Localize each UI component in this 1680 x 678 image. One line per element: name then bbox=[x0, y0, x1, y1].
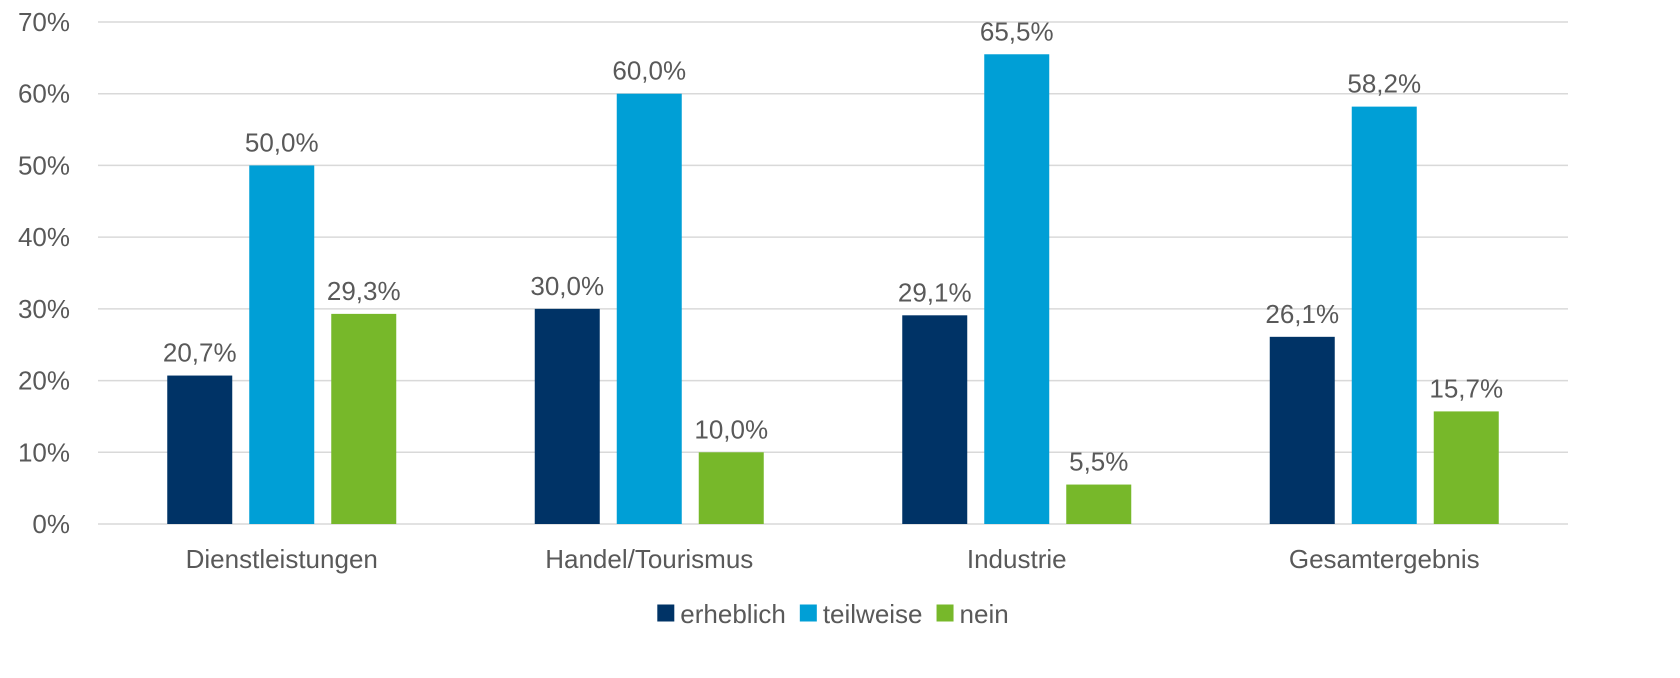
data-label-erheblich: 26,1% bbox=[1265, 299, 1339, 329]
y-tick-label: 10% bbox=[18, 437, 70, 467]
bar-teilweise-2 bbox=[984, 54, 1050, 525]
data-label-erheblich: 20,7% bbox=[163, 338, 237, 368]
data-label-nein: 5,5% bbox=[1069, 447, 1128, 477]
legend-swatch-teilweise bbox=[799, 604, 817, 622]
data-label-nein: 10,0% bbox=[694, 414, 768, 444]
legend-swatch-nein bbox=[936, 604, 954, 622]
bar-erheblich-3 bbox=[1269, 336, 1335, 524]
bars-layer bbox=[167, 54, 1499, 525]
bar-teilweise-3 bbox=[1351, 106, 1417, 524]
y-axis: 0% 10% 20% 30% 40% 50% 60% 70% bbox=[18, 7, 70, 539]
bar-erheblich-1 bbox=[534, 308, 600, 524]
data-label-teilweise: 65,5% bbox=[980, 16, 1054, 46]
category-label: Industrie bbox=[967, 544, 1067, 574]
bar-erheblich-2 bbox=[902, 315, 968, 524]
bar-erheblich-0 bbox=[167, 375, 233, 524]
y-tick-label: 20% bbox=[18, 366, 70, 396]
legend-label-erheblich: erheblich bbox=[680, 599, 786, 629]
y-tick-label: 70% bbox=[18, 7, 70, 37]
data-label-teilweise: 60,0% bbox=[612, 56, 686, 86]
x-axis: Dienstleistungen Handel/Tourismus Industri… bbox=[186, 544, 1480, 574]
bar-teilweise-1 bbox=[616, 93, 682, 524]
legend-label-nein: nein bbox=[960, 599, 1009, 629]
y-tick-label: 40% bbox=[18, 222, 70, 252]
legend-label-teilweise: teilweise bbox=[823, 599, 923, 629]
bar-nein-0 bbox=[331, 313, 397, 524]
data-labels-layer: 20,7% 50,0% 29,3% 30,0% 60,0% 10,0% 29,1% 65,5%… bbox=[163, 16, 1503, 476]
bar-nein-3 bbox=[1433, 411, 1499, 524]
data-label-erheblich: 30,0% bbox=[530, 271, 604, 301]
category-label: Dienstleistungen bbox=[186, 544, 378, 574]
data-label-nein: 29,3% bbox=[327, 276, 401, 306]
legend: erheblich teilweise nein bbox=[657, 599, 1009, 629]
bar-nein-1 bbox=[698, 452, 764, 524]
bar-teilweise-0 bbox=[249, 165, 315, 524]
y-tick-label: 60% bbox=[18, 79, 70, 109]
y-tick-label: 0% bbox=[32, 509, 70, 539]
data-label-nein: 15,7% bbox=[1429, 373, 1503, 403]
y-tick-label: 30% bbox=[18, 294, 70, 324]
data-label-erheblich: 29,1% bbox=[898, 277, 972, 307]
data-label-teilweise: 58,2% bbox=[1347, 69, 1421, 99]
data-label-teilweise: 50,0% bbox=[245, 127, 319, 157]
legend-swatch-erheblich bbox=[657, 604, 675, 622]
category-label: Handel/Tourismus bbox=[545, 544, 753, 574]
bar-nein-2 bbox=[1066, 484, 1132, 524]
category-label: Gesamtergebnis bbox=[1289, 544, 1480, 574]
y-tick-label: 50% bbox=[18, 150, 70, 180]
